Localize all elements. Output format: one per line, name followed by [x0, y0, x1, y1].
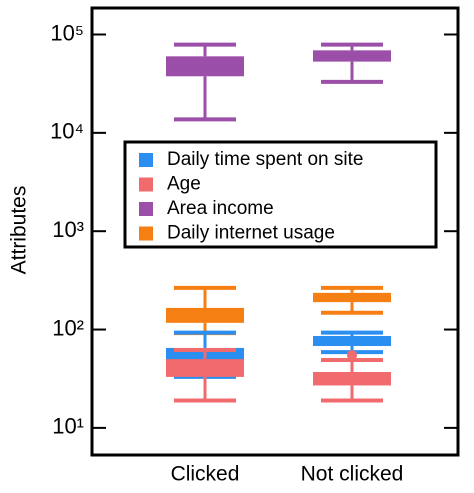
x-tick-label: Not clicked [301, 463, 404, 486]
y-tick-label: 10⁴ [50, 119, 84, 144]
legend-box [123, 140, 438, 249]
y-tick-label: 10² [52, 315, 84, 340]
box [166, 359, 244, 377]
box-group [313, 285, 391, 315]
y-tick-label: 10⁵ [50, 20, 84, 45]
box-group [166, 285, 244, 336]
y-tick-label: 10³ [52, 217, 84, 242]
legend-label: Age [167, 174, 201, 195]
legend-label: Area income [167, 198, 274, 219]
box-group [166, 42, 244, 122]
legend: Daily time spent on site Age Area income Da… [123, 140, 438, 249]
legend-swatch [139, 226, 153, 241]
legend-swatch [139, 177, 153, 192]
y-axis-label: Attributes [8, 186, 31, 275]
box-group [166, 347, 244, 403]
legend-label: Daily time spent on site [167, 149, 363, 170]
legend-swatch [139, 202, 153, 216]
box-group [313, 350, 391, 403]
x-tick-label: Clicked [171, 463, 240, 486]
box [166, 56, 244, 77]
legend-swatch [139, 153, 153, 167]
outlier [347, 350, 357, 361]
box-group [313, 330, 391, 355]
y-tick-label: 10¹ [52, 414, 84, 439]
box-group [313, 42, 391, 84]
legend-label: Daily internet usage [167, 223, 335, 244]
plot-frame [90, 6, 460, 457]
